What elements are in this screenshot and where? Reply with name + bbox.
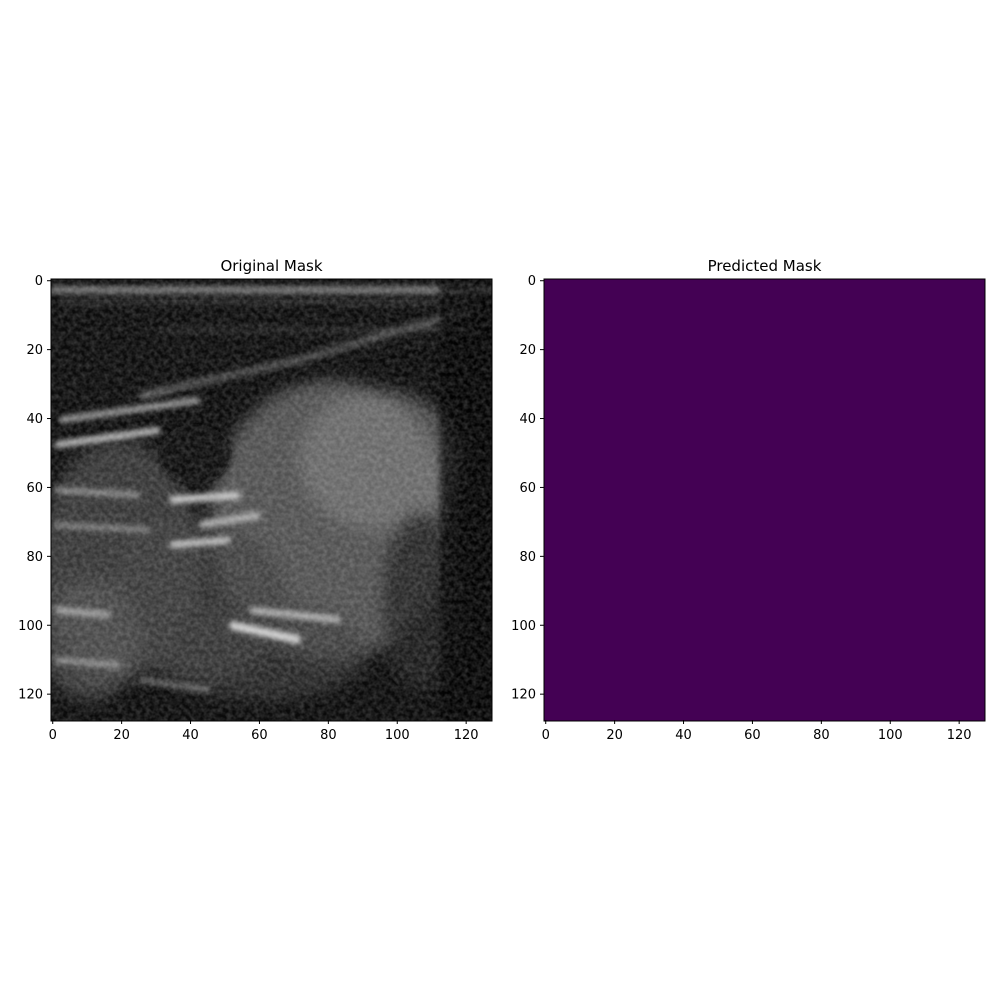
y-tick-label: 120 bbox=[511, 688, 536, 703]
panel-original-mask: Original Mask bbox=[18, 257, 493, 743]
x-tick-label: 120 bbox=[947, 728, 972, 743]
y-tick-label: 40 bbox=[519, 412, 536, 427]
y-tick-label: 80 bbox=[519, 550, 536, 565]
y-tick-label: 60 bbox=[26, 481, 43, 496]
x-tick-label: 80 bbox=[320, 728, 337, 743]
y-tick-label: 100 bbox=[18, 619, 43, 634]
y-tick-label: 20 bbox=[26, 343, 43, 358]
x-tick-label: 40 bbox=[675, 728, 692, 743]
x-tick-label: 20 bbox=[606, 728, 623, 743]
y-tick-label: 100 bbox=[511, 619, 536, 634]
y-tick-label: 60 bbox=[519, 481, 536, 496]
panel-title-predicted: Predicted Mask bbox=[708, 257, 822, 275]
axis-ticks-right: 0 20 40 60 80 100 120 0 20 40 60 80 100 120 bbox=[511, 274, 971, 743]
y-tick-label: 0 bbox=[35, 274, 43, 289]
x-tick-label: 60 bbox=[744, 728, 761, 743]
y-tick-label: 80 bbox=[26, 550, 43, 565]
y-tick-label: 0 bbox=[528, 274, 536, 289]
panel-predicted-mask: Predicted Mask 0 20 40 60 80 100 120 0 20 40 60 80 1… bbox=[511, 257, 986, 743]
axes-frame-right bbox=[543, 278, 986, 722]
x-tick-label: 60 bbox=[251, 728, 268, 743]
predicted-mask-fill bbox=[544, 279, 985, 721]
axis-ticks-left: 0 20 40 60 80 100 120 0 20 40 60 80 100 120 bbox=[18, 274, 478, 743]
x-tick-label: 120 bbox=[454, 728, 479, 743]
x-tick-label: 100 bbox=[385, 728, 410, 743]
x-tick-label: 20 bbox=[113, 728, 130, 743]
x-tick-label: 0 bbox=[49, 728, 57, 743]
y-tick-label: 120 bbox=[18, 688, 43, 703]
x-tick-label: 0 bbox=[542, 728, 550, 743]
x-tick-label: 40 bbox=[182, 728, 199, 743]
y-tick-label: 40 bbox=[26, 412, 43, 427]
x-tick-label: 100 bbox=[878, 728, 903, 743]
ultrasound-image bbox=[51, 279, 492, 721]
axes-frame-left bbox=[50, 278, 493, 722]
x-tick-label: 80 bbox=[813, 728, 830, 743]
y-tick-label: 20 bbox=[519, 343, 536, 358]
panel-title-original: Original Mask bbox=[220, 257, 322, 275]
